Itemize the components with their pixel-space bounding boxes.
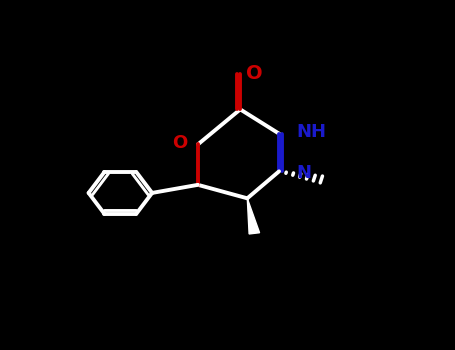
Polygon shape: [248, 198, 259, 234]
Text: NH: NH: [296, 123, 326, 141]
Text: O: O: [172, 134, 187, 152]
Text: N: N: [296, 164, 311, 182]
Text: O: O: [246, 64, 262, 83]
